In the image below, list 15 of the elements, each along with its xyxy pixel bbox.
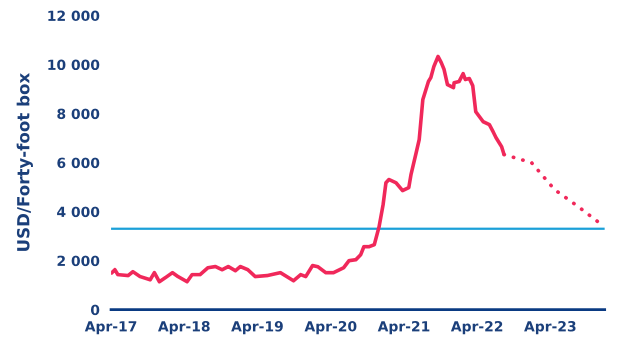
- y-axis-title: USD/Forty-foot box: [16, 73, 33, 251]
- y-tick-label: 4 000: [57, 206, 100, 218]
- x-tick-label: Apr-23: [524, 321, 576, 334]
- y-tick-label: 6 000: [57, 158, 100, 168]
- x-tick-label: Apr-19: [231, 321, 283, 334]
- x-tick-label: Apr-22: [450, 321, 502, 334]
- y-tick-label: 2 000: [58, 256, 100, 266]
- x-tick-label: Apr-17: [84, 321, 136, 334]
- x-tick-label: Apr-21: [378, 321, 430, 334]
- x-tick-label: Apr-20: [304, 321, 356, 334]
- y-tick-label: 0: [90, 304, 100, 316]
- y-tick-label: 8 000: [57, 108, 100, 120]
- y-tick-label: 12 000: [48, 10, 100, 22]
- x-tick-label: Apr-18: [158, 321, 210, 334]
- y-tick-label: 10 000: [48, 60, 100, 70]
